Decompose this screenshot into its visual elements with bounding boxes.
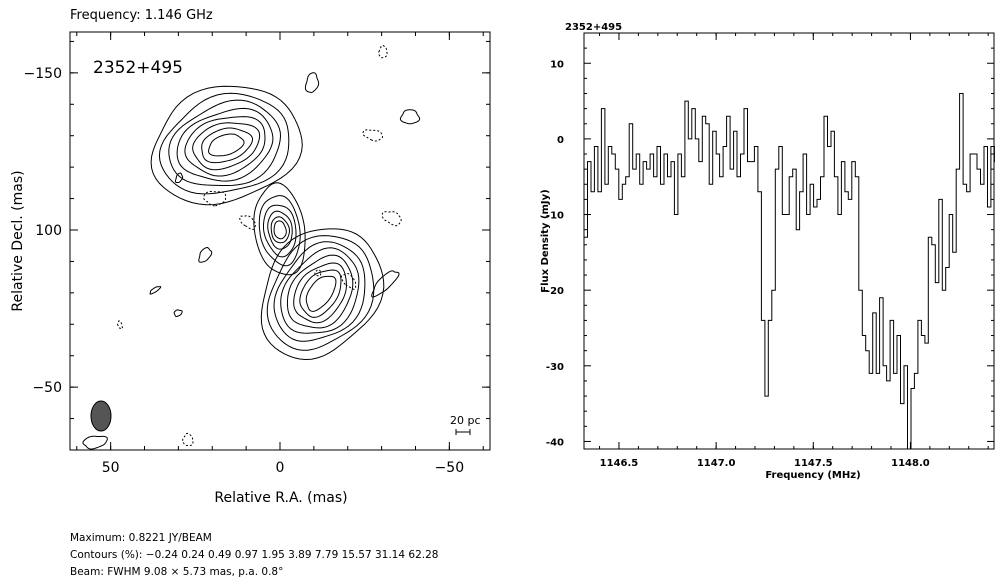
spec-ytick-label: -30 bbox=[546, 362, 564, 373]
spec-ytick-label: 0 bbox=[557, 135, 564, 146]
contours bbox=[82, 45, 421, 450]
southern-lobe-contour bbox=[184, 116, 266, 177]
noise-contour bbox=[371, 270, 400, 298]
negative-contour bbox=[182, 432, 194, 446]
spec-xtick-label: 1147.0 bbox=[697, 458, 736, 469]
noise-contour bbox=[173, 309, 183, 317]
map-contours-text: Contours (%): −0.24 0.24 0.49 0.97 1.95 … bbox=[70, 549, 439, 561]
negative-contour bbox=[117, 320, 123, 330]
noise-contour bbox=[149, 286, 162, 295]
spectrum-axes: 1146.5 1147.0 1147.5 1148.0 10 0 -10 -20 -30 -40 bbox=[546, 33, 994, 469]
northern-lobe-contour bbox=[273, 241, 366, 342]
map-xtick-label: 0 bbox=[276, 460, 285, 476]
negative-contour bbox=[340, 273, 357, 290]
map-ytick-label: −150 bbox=[24, 66, 62, 82]
spec-ytick-label: -10 bbox=[546, 211, 564, 222]
map-ytick-label: −50 bbox=[32, 380, 62, 396]
vlbi-contour-map: Frequency: 1.146 GHz 50 0 −50 −50 100 −150 23… bbox=[10, 8, 491, 506]
southern-lobe-contour bbox=[208, 133, 245, 157]
spectrum-xlabel: Frequency (MHz) bbox=[765, 470, 860, 481]
noise-contour bbox=[399, 109, 421, 125]
map-xtick-label: −50 bbox=[435, 460, 465, 476]
southern-lobe-contour bbox=[176, 107, 274, 182]
spec-xtick-label: 1146.5 bbox=[600, 458, 639, 469]
noise-contour bbox=[304, 72, 320, 94]
southern-lobe-contour bbox=[150, 85, 303, 206]
spec-ytick-label: -20 bbox=[546, 286, 564, 297]
spec-ytick-label: 10 bbox=[550, 59, 564, 70]
noise-contour bbox=[175, 172, 184, 183]
negative-contour bbox=[378, 45, 388, 59]
spec-xtick-label: 1147.5 bbox=[794, 458, 833, 469]
southern-lobe-contour bbox=[168, 99, 282, 186]
spec-xtick-label: 1148.0 bbox=[891, 458, 930, 469]
core-contour bbox=[258, 195, 301, 267]
negative-contour bbox=[203, 190, 227, 207]
absorption-spectrum: 2352+495 1146.5 1147.0 1147.5 1148.0 10 0 -10 -… bbox=[540, 22, 995, 481]
map-ytick-label: 100 bbox=[35, 223, 62, 239]
northern-lobe-contour bbox=[266, 235, 375, 351]
northern-lobe-contour bbox=[280, 247, 360, 334]
southern-lobe-contour bbox=[201, 127, 253, 164]
core-contour bbox=[273, 220, 287, 240]
noise-contour bbox=[82, 435, 108, 450]
northern-lobe-contour bbox=[260, 228, 385, 361]
core-contour bbox=[253, 182, 306, 276]
map-beam-text: Beam: FWHM 9.08 × 5.73 mas, p.a. 0.8° bbox=[70, 566, 284, 578]
negative-contour bbox=[362, 129, 383, 142]
southern-lobe-contour bbox=[158, 92, 290, 195]
map-xtick-label: 50 bbox=[102, 460, 120, 476]
spectrum-ylabel: Flux Density (mJy) bbox=[540, 189, 551, 292]
core-contour bbox=[270, 216, 291, 244]
spectrum-panel: 2352+495 1146.5 1147.0 1147.5 1148.0 10 0 -10 -… bbox=[520, 0, 995, 490]
spec-ytick-label: -40 bbox=[546, 437, 564, 448]
map-title: Frequency: 1.146 GHz bbox=[70, 8, 213, 23]
southern-lobe-contour bbox=[192, 122, 261, 171]
spectrum-frame bbox=[583, 32, 995, 450]
beam-ellipse bbox=[90, 400, 112, 432]
scale-bar bbox=[455, 429, 471, 435]
core-contour bbox=[263, 204, 297, 258]
map-frame bbox=[69, 31, 491, 451]
map-maximum-text: Maximum: 0.8221 JY/BEAM bbox=[70, 532, 212, 544]
map-xlabel: Relative R.A. (mas) bbox=[214, 490, 347, 506]
vlbi-map-panel: Frequency: 1.146 GHz 50 0 −50 −50 100 −150 23… bbox=[10, 8, 491, 578]
map-ylabel: Relative Decl. (mas) bbox=[10, 170, 26, 311]
map-axes: 50 0 −50 −50 100 −150 bbox=[24, 32, 490, 476]
northern-lobe-contour bbox=[286, 254, 354, 329]
spectrum-title: 2352+495 bbox=[565, 22, 622, 33]
negative-contour bbox=[314, 269, 322, 277]
source-label: 2352+495 bbox=[93, 58, 183, 78]
spectrum-series-line bbox=[584, 93, 995, 450]
contour-layer bbox=[82, 45, 421, 450]
negative-contour bbox=[381, 211, 402, 227]
negative-contour bbox=[239, 215, 256, 231]
northern-lobe-contour bbox=[293, 262, 347, 324]
noise-contour bbox=[198, 246, 213, 263]
northern-lobe-contour bbox=[305, 275, 337, 312]
scale-bar-label: 20 pc bbox=[450, 414, 481, 427]
northern-lobe-contour bbox=[299, 269, 342, 318]
core-contour bbox=[267, 210, 293, 250]
